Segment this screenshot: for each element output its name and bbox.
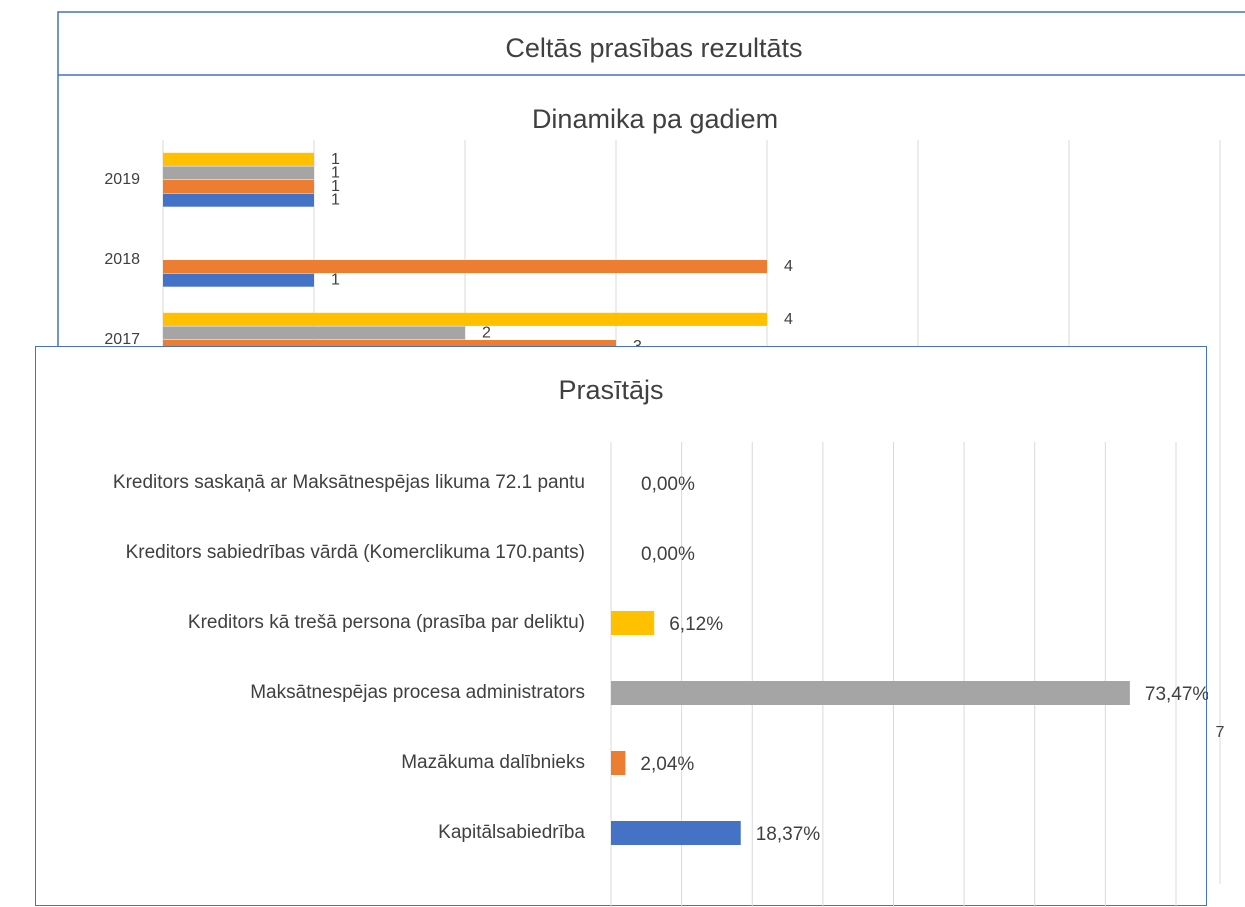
front-plot: Prasītājs 0,00% 0,00% 6,12% 73,47% 2,04% 18,3…: [558, 375, 1208, 907]
y-tick-label: Mazākuma dalībnieks: [401, 752, 585, 773]
bar: [611, 611, 655, 635]
chart-title: Dinamika pa gadiem: [532, 104, 778, 134]
y-tick-label-box: Mazākuma dalībnieks: [401, 728, 585, 798]
data-label: 0,00%: [641, 544, 695, 565]
y-tick-label: 2017: [104, 331, 140, 348]
bar: [163, 193, 314, 207]
bar: [163, 326, 465, 340]
bar: [163, 260, 767, 274]
bar: [163, 180, 314, 194]
bar: [611, 681, 1130, 705]
y-tick-label: Maksātnespējas procesa administrators: [250, 682, 585, 703]
y-tick-label: Kreditors kā trešā persona (prasība par …: [187, 612, 585, 633]
data-label: 6,12%: [669, 614, 723, 635]
data-label: 73,47%: [1145, 684, 1208, 705]
front-chart: Prasītājs 0,00% 0,00% 6,12% 73,47% 2,04% 18,3…: [35, 346, 1208, 907]
data-label: 4: [784, 258, 793, 275]
data-label: 18,37%: [756, 824, 821, 845]
bar: [163, 273, 314, 287]
x-tick-label: 7: [1216, 724, 1225, 741]
y-tick-label: Kreditors sabiedrības vārdā (Komerclikum…: [125, 542, 585, 563]
data-label: 4: [784, 311, 793, 328]
data-label: 1: [331, 272, 340, 289]
data-label: 1: [331, 178, 340, 195]
chart-title: Prasītājs: [558, 375, 663, 405]
y-tick-label: Kapitālsabiedrība: [438, 822, 585, 843]
data-label: 2: [482, 324, 491, 341]
data-label: 2,04%: [640, 754, 694, 775]
y-tick-label-box: Maksātnespējas procesa administrators: [250, 658, 585, 728]
y-tick-label: Kreditors saskaņā ar Maksātnespējas liku…: [112, 472, 585, 493]
bar: [163, 312, 767, 326]
bar: [611, 821, 741, 845]
y-tick-label: 2018: [104, 251, 140, 268]
y-tick-label-box: Kreditors sabiedrības vārdā (Komerclikum…: [126, 518, 585, 588]
data-label: 0,00%: [641, 474, 695, 495]
page: {"chart_data": [ {"type": "bar", "orient…: [35, 11, 1245, 907]
frame-title: Celtās prasības rezultāts: [505, 33, 802, 63]
bar: [163, 166, 314, 180]
y-tick-label-box: Kapitālsabiedrība: [438, 798, 585, 868]
data-label: 1: [331, 151, 340, 168]
bar: [611, 751, 626, 775]
y-tick-label-box: Kreditors kā trešā persona (prasība par …: [188, 588, 585, 658]
y-tick-label-box: Kreditors saskaņā ar Maksātnespējas liku…: [113, 448, 585, 518]
bar: [163, 152, 314, 166]
y-tick-label: 2019: [104, 171, 140, 188]
data-label: 1: [331, 164, 340, 181]
data-label: 1: [331, 192, 340, 209]
